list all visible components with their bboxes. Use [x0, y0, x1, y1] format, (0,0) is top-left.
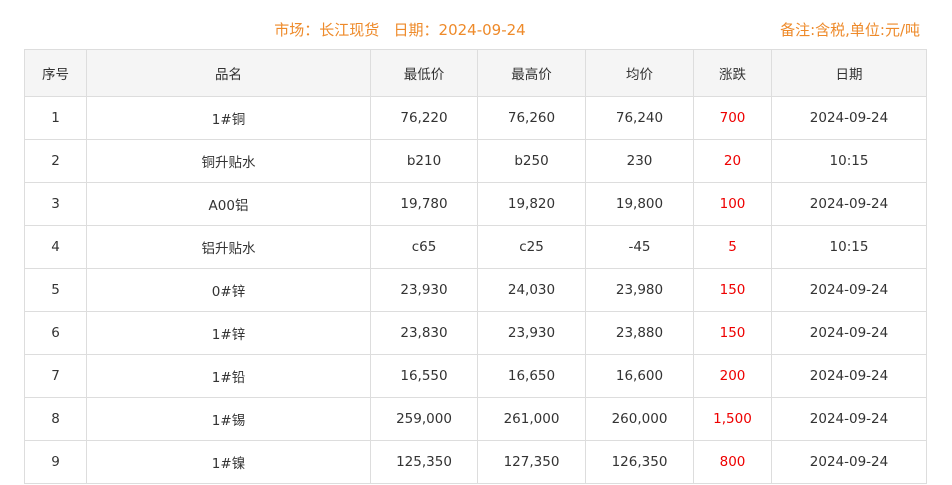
table-row: 5 0#锌 23,930 24,030 23,980 150 2024-09-24: [24, 268, 927, 312]
table-cell: 800: [693, 440, 772, 484]
column-header: 最低价: [370, 49, 478, 97]
table-cell: 150: [693, 268, 772, 312]
table-cell: 2024-09-24: [771, 354, 927, 398]
table-cell: 2024-09-24: [771, 96, 927, 140]
table-row: 6 1#锌 23,830 23,930 23,880 150 2024-09-24: [24, 311, 927, 355]
table-cell: 700: [693, 96, 772, 140]
table-cell: 16,550: [370, 354, 478, 398]
table-row: 8 1#锡 259,000 261,000 260,000 1,500 2024-09-24: [24, 397, 927, 441]
table-cell: 24,030: [477, 268, 586, 312]
table-cell: 1#铅: [86, 354, 371, 398]
table-cell: 261,000: [477, 397, 586, 441]
table-cell: 2024-09-24: [771, 397, 927, 441]
table-cell: 1#镍: [86, 440, 371, 484]
table-cell: 2: [24, 139, 87, 183]
table-cell: 126,350: [585, 440, 694, 484]
table-cell: 5: [24, 268, 87, 312]
table-cell: 6: [24, 311, 87, 355]
price-table: 序号 品名 最低价 最高价 均价 涨跌 日期 1 1#铜 76,220 76,260 76,240 7…: [24, 49, 927, 484]
table-cell: 125,350: [370, 440, 478, 484]
table-cell: 7: [24, 354, 87, 398]
table-cell: 259,000: [370, 397, 478, 441]
table-cell: 铝升贴水: [86, 225, 371, 269]
table-row: 2 铜升贴水 b210 b250 230 20 10:15: [24, 139, 927, 183]
table-cell: 76,260: [477, 96, 586, 140]
table-cell: 1#锌: [86, 311, 371, 355]
table-cell: 1: [24, 96, 87, 140]
table-cell: 23,930: [477, 311, 586, 355]
table-cell: 9: [24, 440, 87, 484]
table-header: 序号 品名 最低价 最高价 均价 涨跌 日期: [24, 49, 927, 97]
table-cell: 19,800: [585, 182, 694, 226]
table-cell: 19,820: [477, 182, 586, 226]
column-header: 涨跌: [693, 49, 772, 97]
table-cell: 16,600: [585, 354, 694, 398]
table-cell: 150: [693, 311, 772, 355]
table-cell: 1#铜: [86, 96, 371, 140]
table-row: 9 1#镍 125,350 127,350 126,350 800 2024-09-24: [24, 440, 927, 484]
table-cell: 16,650: [477, 354, 586, 398]
table-cell: A00铝: [86, 182, 371, 226]
table-row: 3 A00铝 19,780 19,820 19,800 100 2024-09-24: [24, 182, 927, 226]
table-cell: b250: [477, 139, 586, 183]
table-cell: 23,980: [585, 268, 694, 312]
column-header: 品名: [86, 49, 371, 97]
table-row: 4 铝升贴水 c65 c25 -45 5 10:15: [24, 225, 927, 269]
table-cell: c65: [370, 225, 478, 269]
table-cell: 3: [24, 182, 87, 226]
table-cell: 127,350: [477, 440, 586, 484]
table-cell: 铜升贴水: [86, 139, 371, 183]
table-cell: -45: [585, 225, 694, 269]
table-row: 1 1#铜 76,220 76,260 76,240 700 2024-09-24: [24, 96, 927, 140]
table-cell: 200: [693, 354, 772, 398]
table-cell: 1,500: [693, 397, 772, 441]
table-cell: 5: [693, 225, 772, 269]
table-row: 7 1#铅 16,550 16,650 16,600 200 2024-09-24: [24, 354, 927, 398]
table-cell: b210: [370, 139, 478, 183]
table-cell: 260,000: [585, 397, 694, 441]
table-cell: 100: [693, 182, 772, 226]
table-cell: 10:15: [771, 139, 927, 183]
table-cell: 230: [585, 139, 694, 183]
table-cell: 76,220: [370, 96, 478, 140]
table-cell: 2024-09-24: [771, 182, 927, 226]
table-cell: 23,930: [370, 268, 478, 312]
table-cell: 1#锡: [86, 397, 371, 441]
unit-note: 备注:含税,单位:元/吨: [780, 21, 920, 39]
table-cell: 23,830: [370, 311, 478, 355]
column-header: 最高价: [477, 49, 586, 97]
table-cell: 2024-09-24: [771, 440, 927, 484]
market-title: 市场：长江现货 日期：2024-09-24: [274, 21, 526, 39]
table-cell: 8: [24, 397, 87, 441]
table-cell: 10:15: [771, 225, 927, 269]
table-cell: 76,240: [585, 96, 694, 140]
table-cell: 2024-09-24: [771, 311, 927, 355]
table-cell: 19,780: [370, 182, 478, 226]
table-cell: 4: [24, 225, 87, 269]
column-header: 均价: [585, 49, 694, 97]
column-header: 序号: [24, 49, 87, 97]
table-cell: 2024-09-24: [771, 268, 927, 312]
table-cell: 0#锌: [86, 268, 371, 312]
table-cell: 20: [693, 139, 772, 183]
table-cell: c25: [477, 225, 586, 269]
column-header: 日期: [771, 49, 927, 97]
table-cell: 23,880: [585, 311, 694, 355]
